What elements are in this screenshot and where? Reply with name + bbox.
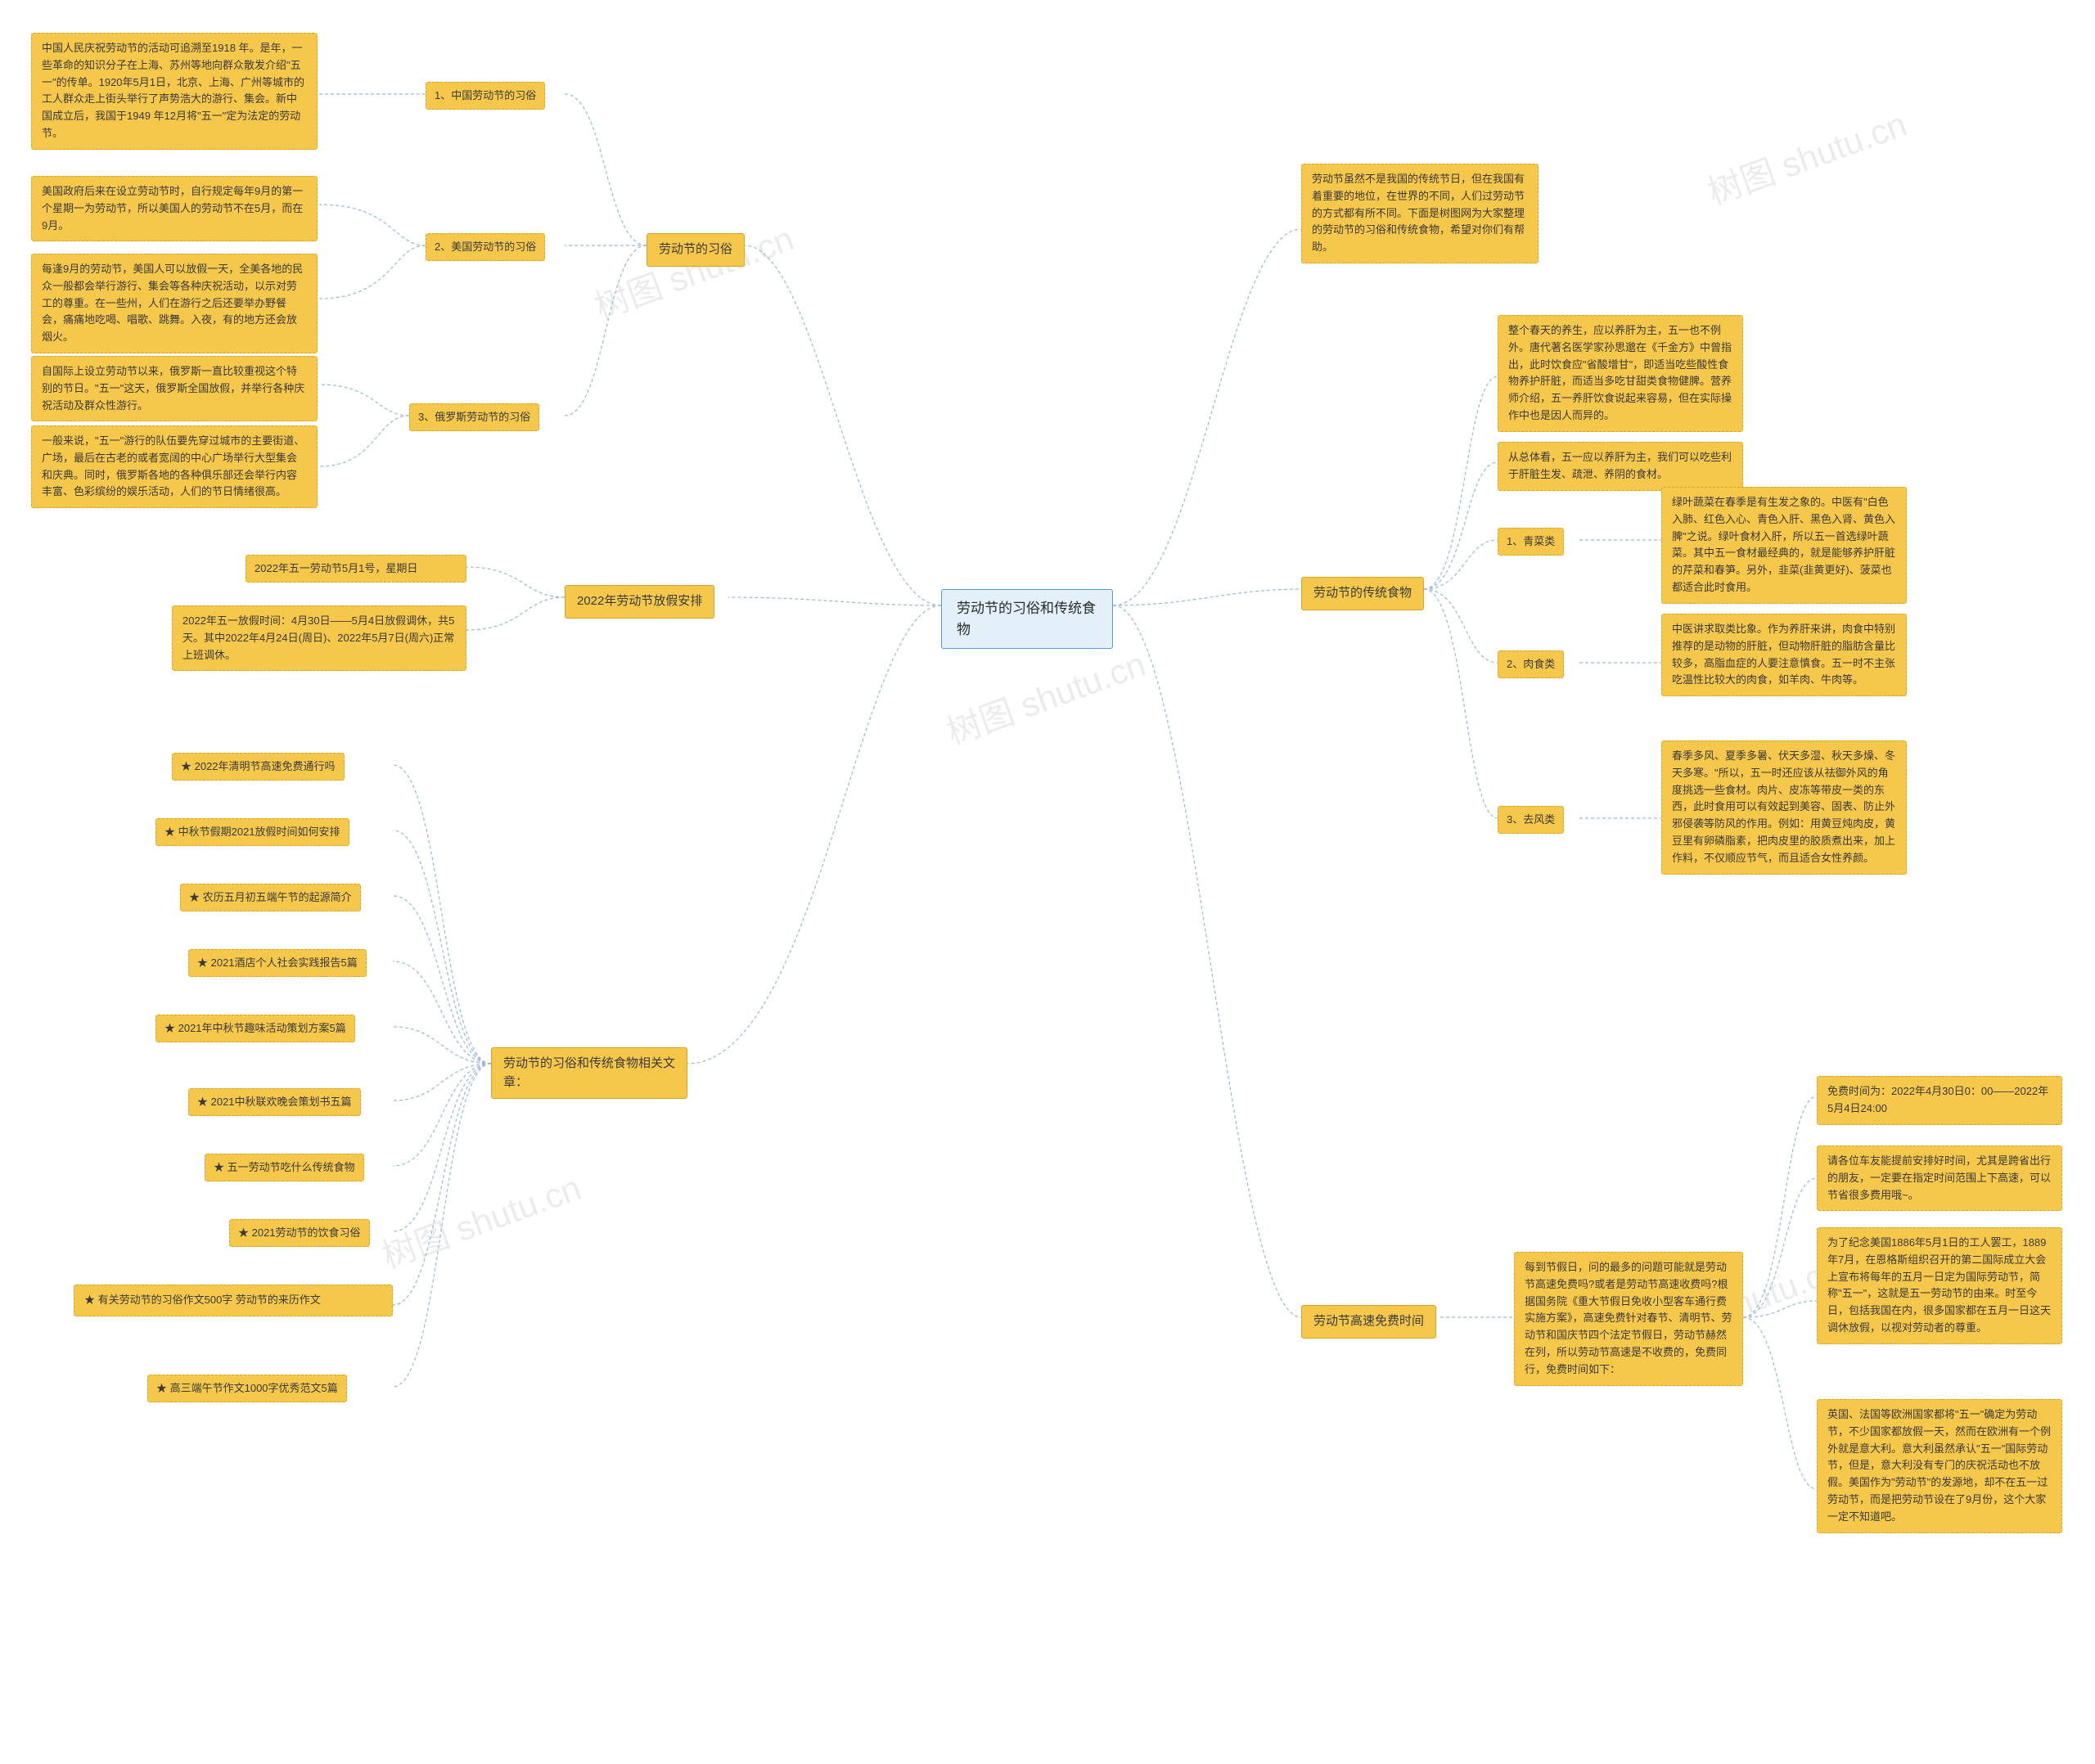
- watermark: 树图 shutu.cn: [1700, 97, 1913, 214]
- customs-item-china: 1、中国劳动节的习俗: [426, 82, 545, 110]
- related-item-0: ★ 2022年清明节高速免费通行吗: [172, 753, 345, 781]
- highway-item-0: 免费时间为：2022年4月30日0：00——2022年5月4日24:00: [1817, 1076, 2062, 1125]
- branch-highway: 劳动节高速免费时间: [1301, 1305, 1436, 1339]
- watermark: 树图 shutu.cn: [939, 637, 1151, 754]
- related-item-9: ★ 高三端午节作文1000字优秀范文5篇: [147, 1375, 347, 1402]
- customs-russia-detail-1: 自国际上设立劳动节以来，俄罗斯一直比较重视这个特别的节日。"五一"这天，俄罗斯全…: [31, 356, 318, 421]
- related-item-4: ★ 2021年中秋节趣味活动策划方案5篇: [155, 1015, 355, 1042]
- foods-item-wind: 3、去风类: [1498, 806, 1564, 834]
- branch-customs: 劳动节的习俗: [647, 233, 745, 267]
- related-item-8: ★ 有关劳动节的习俗作文500字 劳动节的来历作文: [74, 1285, 393, 1316]
- related-item-5: ★ 2021中秋联欢晚会策划书五篇: [188, 1088, 361, 1116]
- watermark: 树图 shutu.cn: [587, 211, 800, 329]
- schedule-item-2: 2022年五一放假时间：4月30日——5月4日放假调休，共5天。其中2022年4…: [172, 605, 466, 671]
- related-item-6: ★ 五一劳动节吃什么传统食物: [205, 1154, 364, 1181]
- foods-meat-detail: 中医讲求取类比象。作为养肝来讲，肉食中特别推荐的是动物的肝脏，但动物肝脏的脂肪含…: [1661, 614, 1907, 696]
- related-item-2: ★ 农历五月初五端午节的起源简介: [180, 884, 361, 911]
- intro-text: 劳动节虽然不是我国的传统节日，但在我国有着重要的地位，在世界的不同，人们过劳动节…: [1301, 164, 1539, 263]
- foods-intro-1: 整个春天的养生，应以养肝为主，五一也不例外。唐代著名医学家孙思邈在《千金方》中曾…: [1498, 315, 1743, 432]
- related-item-7: ★ 2021劳动节的饮食习俗: [229, 1219, 370, 1247]
- highway-intro: 每到节假日，问的最多的问题可能就是劳动节高速免费吗?或者是劳动节高速收费吗?根据…: [1514, 1252, 1743, 1386]
- branch-related: 劳动节的习俗和传统食物相关文章：: [491, 1047, 687, 1099]
- customs-item-usa: 2、美国劳动节的习俗: [426, 233, 545, 261]
- customs-usa-detail-2: 每逢9月的劳动节，美国人可以放假一天，全美各地的民众一般都会举行游行、集会等各种…: [31, 254, 318, 353]
- foods-wind-detail: 春季多风、夏季多暑、伏天多湿、秋天多燥、冬天多寒。"所以，五一时还应该从祛御外风…: [1661, 740, 1907, 875]
- foods-item-meat: 2、肉食类: [1498, 650, 1564, 678]
- foods-intro-2: 从总体看，五一应以养肝为主，我们可以吃些利于肝脏生发、疏泄、养阴的食材。: [1498, 442, 1743, 491]
- highway-item-3: 英国、法国等欧洲国家都将"五一"确定为劳动节，不少国家都放假一天，然而在欧洲有一…: [1817, 1399, 2062, 1533]
- schedule-item-1: 2022年五一劳动节5月1号，星期日: [246, 555, 466, 583]
- center-node: 劳动节的习俗和传统食物: [941, 589, 1113, 649]
- branch-foods: 劳动节的传统食物: [1301, 577, 1424, 610]
- watermark: 树图 shutu.cn: [374, 1160, 587, 1278]
- related-item-1: ★ 中秋节假期2021放假时间如何安排: [155, 818, 349, 846]
- customs-item-russia: 3、俄罗斯劳动节的习俗: [409, 403, 539, 431]
- highway-item-2: 为了纪念美国1886年5月1日的工人罢工，1889年7月，在恩格斯组织召开的第二…: [1817, 1227, 2062, 1344]
- related-item-3: ★ 2021酒店个人社会实践报告5篇: [188, 949, 367, 977]
- highway-item-1: 请各位车友能提前安排好时间，尤其是跨省出行的朋友，一定要在指定时间范围上下高速，…: [1817, 1145, 2062, 1211]
- foods-veg-detail: 绿叶蔬菜在春季是有生发之象的。中医有"白色入肺、红色入心、青色入肝、黑色入肾、黄…: [1661, 487, 1907, 604]
- customs-china-detail: 中国人民庆祝劳动节的活动可追溯至1918 年。是年，一些革命的知识分子在上海、苏…: [31, 33, 318, 150]
- customs-russia-detail-2: 一般来说，"五一"游行的队伍要先穿过城市的主要街道、广场，最后在古老的或者宽阔的…: [31, 425, 318, 508]
- customs-usa-detail-1: 美国政府后来在设立劳动节时，自行规定每年9月的第一个星期一为劳动节，所以美国人的…: [31, 176, 318, 241]
- branch-schedule: 2022年劳动节放假安排: [565, 585, 714, 619]
- foods-item-veg: 1、青菜类: [1498, 528, 1564, 556]
